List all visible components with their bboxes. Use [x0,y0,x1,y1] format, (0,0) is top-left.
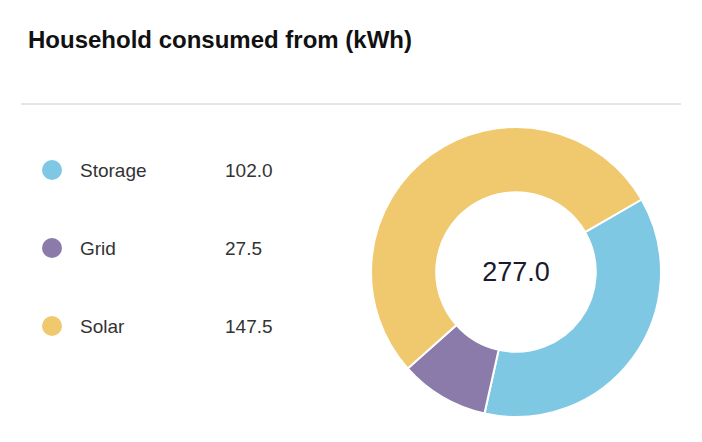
chart: Household consumed from (kWh) 277.0 Storag… [0,0,702,442]
legend-value: 102.0 [225,160,273,181]
legend-value: 147.5 [225,316,273,337]
title: Household consumed from (kWh) [28,26,412,53]
legend-label: Grid [80,238,116,259]
legend-swatch [42,160,62,180]
legend: Storage 102.0 Grid 27.5 Solar 147.5 [42,160,273,337]
legend-value: 27.5 [225,238,262,259]
legend-swatch [42,238,62,258]
donut: 277.0 [371,127,661,417]
slice [371,127,642,368]
slice [484,200,661,417]
legend-item: Grid 27.5 [42,238,262,259]
legend-item: Solar 147.5 [42,316,273,337]
legend-swatch [42,316,62,336]
legend-label: Solar [80,316,125,337]
center-label: 277.0 [482,257,550,287]
legend-label: Storage [80,160,147,181]
legend-item: Storage 102.0 [42,160,273,181]
separator [21,104,681,105]
